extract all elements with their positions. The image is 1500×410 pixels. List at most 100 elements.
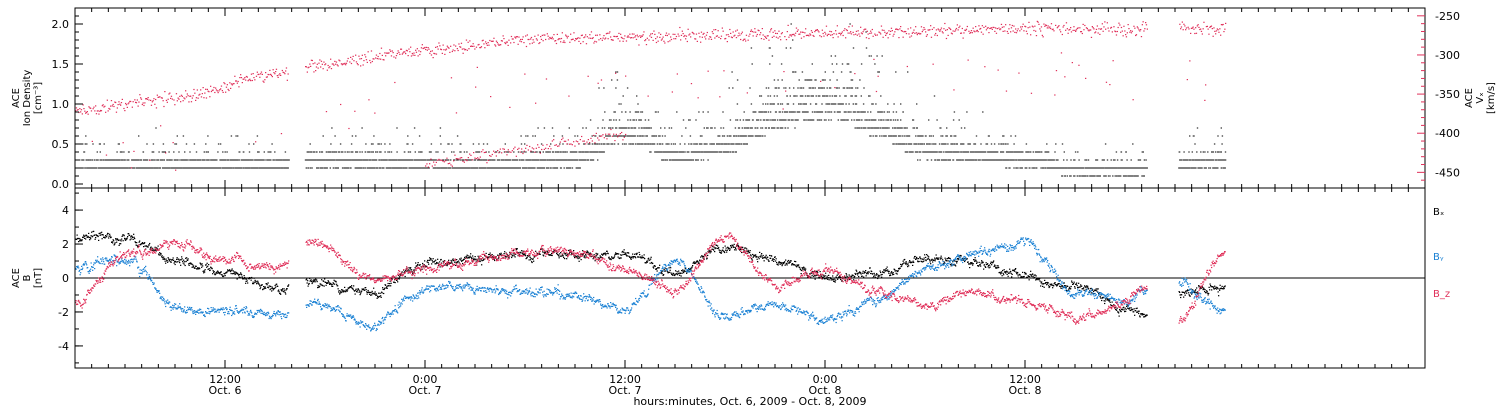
density-point xyxy=(601,151,604,153)
density-point xyxy=(394,159,396,161)
density-point xyxy=(1221,159,1224,161)
density-point xyxy=(774,119,776,121)
vx-point xyxy=(424,46,426,49)
vx-point xyxy=(566,37,568,39)
density-point xyxy=(847,87,849,89)
density-point xyxy=(214,159,216,161)
density-point xyxy=(1124,175,1127,177)
vx-point xyxy=(218,90,220,92)
vx-point xyxy=(542,40,544,42)
density-point xyxy=(280,159,283,161)
density-point xyxy=(340,151,343,153)
vx-point xyxy=(456,48,458,50)
density-point xyxy=(974,159,976,161)
density-point xyxy=(732,87,734,89)
density-point xyxy=(257,167,259,169)
density-point xyxy=(883,135,885,137)
density-point xyxy=(814,111,816,113)
vx-point xyxy=(466,49,468,51)
density-point xyxy=(947,143,949,145)
density-point xyxy=(781,103,784,105)
vx-point xyxy=(384,52,386,54)
density-point xyxy=(322,167,324,169)
density-point xyxy=(256,167,258,169)
density-point xyxy=(282,159,284,161)
density-point xyxy=(1061,175,1064,177)
density-point xyxy=(779,111,781,113)
density-point xyxy=(831,95,833,97)
density-point xyxy=(1196,151,1198,153)
density-point xyxy=(736,79,739,81)
vx-point xyxy=(439,45,441,47)
vx-point xyxy=(552,38,554,40)
vx-point xyxy=(268,74,270,76)
density-point xyxy=(369,151,371,153)
density-point xyxy=(829,87,832,89)
density-point xyxy=(831,63,833,65)
density-point xyxy=(495,151,497,153)
density-point xyxy=(219,143,222,145)
density-point xyxy=(507,159,510,161)
vx-point xyxy=(158,96,160,98)
density-point xyxy=(875,135,877,137)
density-point xyxy=(695,119,697,121)
density-point xyxy=(407,143,409,145)
density-point xyxy=(452,167,454,169)
vx-point xyxy=(411,52,413,55)
density-point xyxy=(374,167,376,169)
density-point xyxy=(749,87,751,89)
density-point xyxy=(572,159,574,161)
vx-point xyxy=(499,44,501,46)
vx-point xyxy=(476,66,478,68)
vx-point xyxy=(186,93,188,95)
vx-point xyxy=(248,79,250,81)
vx-point xyxy=(121,98,123,100)
density-point xyxy=(1184,159,1187,161)
vx-point xyxy=(478,43,480,46)
density-point xyxy=(497,159,499,161)
density-point xyxy=(630,143,632,145)
density-point xyxy=(566,159,568,161)
vx-point xyxy=(75,110,77,112)
density-point xyxy=(465,167,467,169)
density-point xyxy=(696,143,698,145)
vx-point xyxy=(190,101,193,103)
vx-point xyxy=(229,82,231,84)
density-point xyxy=(329,151,331,153)
density-point xyxy=(326,167,328,169)
density-point xyxy=(99,143,101,145)
density-point xyxy=(797,119,799,121)
density-point xyxy=(704,143,707,145)
density-point xyxy=(676,159,678,161)
density-point xyxy=(863,87,865,89)
density-point xyxy=(1122,167,1124,169)
density-point xyxy=(482,159,484,161)
vx-point xyxy=(382,59,384,61)
density-point xyxy=(555,159,557,161)
density-point xyxy=(249,159,252,161)
density-point xyxy=(527,159,529,161)
vx-point xyxy=(451,50,453,53)
density-point xyxy=(670,127,673,129)
density-point xyxy=(1039,159,1042,161)
density-point xyxy=(771,55,774,57)
density-point xyxy=(1131,175,1134,177)
density-point xyxy=(359,151,361,153)
density-point xyxy=(808,95,810,97)
vx-point xyxy=(365,56,367,58)
density-point xyxy=(886,127,889,129)
density-point xyxy=(370,167,372,169)
density-point xyxy=(1194,143,1196,145)
density-point xyxy=(953,143,955,145)
density-point xyxy=(1218,159,1221,161)
vx-point xyxy=(246,76,248,78)
density-point xyxy=(133,167,136,169)
density-point xyxy=(566,151,568,153)
density-point xyxy=(1213,159,1215,161)
vx-point xyxy=(329,66,331,68)
density-point xyxy=(1140,167,1142,169)
vx-point xyxy=(527,38,529,41)
density-point xyxy=(272,159,275,161)
density-point xyxy=(567,159,570,161)
vx-point xyxy=(347,57,349,60)
